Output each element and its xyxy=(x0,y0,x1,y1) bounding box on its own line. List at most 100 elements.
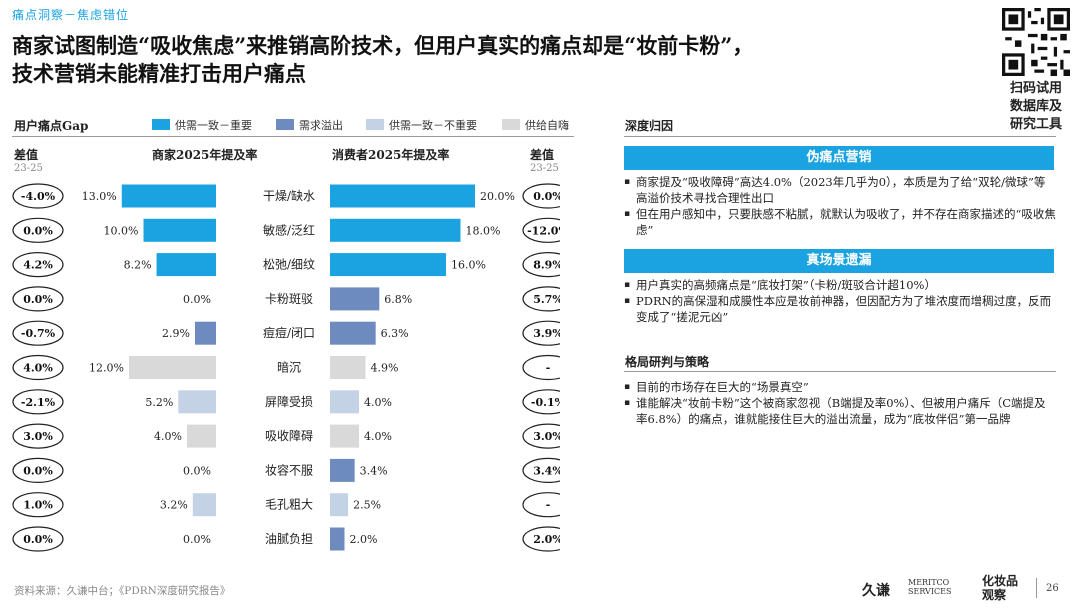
consumer-diff-ellipse xyxy=(522,320,560,346)
list-item: 谁能解决“妆前卡粉”这个被商家忽视（B端提及率0%）、但被用户痛斥（C端提及率6… xyxy=(624,395,1056,427)
list-item: PDRN的高保湿和成膜性本应是妆前神器，但因配方为了堆浓度而增稠过度，反而变成了… xyxy=(624,293,1056,325)
gap-section-label: 用户痛点Gap xyxy=(14,119,89,133)
qr-caption-line3: 研究工具 xyxy=(1009,117,1062,132)
merchant-diff-value: 0.0% xyxy=(23,224,53,237)
strategy-divider xyxy=(624,371,1056,372)
merchant-diff-ellipse xyxy=(12,286,64,312)
list-item: 商家提及“吸收障碍”高达4.0%（2023年几乎为0），本质是为了给“双轮/微球… xyxy=(624,174,1056,206)
footer-divider xyxy=(1036,578,1037,598)
banner-missed-scene: 真场景遗漏 xyxy=(624,249,1054,273)
section2-bullets: 用户真实的高频痛点是“底妆打架”（卡粉/斑驳合计超10%） PDRN的高保湿和成… xyxy=(624,277,1056,325)
category-label: 屏障受损 xyxy=(265,394,313,409)
consumer-diff-ellipse xyxy=(522,354,560,381)
consumer-bar xyxy=(330,321,376,345)
consumer-diff-ellipse xyxy=(522,252,560,278)
legend-swatch xyxy=(152,119,170,130)
merchant-bar xyxy=(194,321,216,345)
source-note: 资料来源：久谦中台；《PDRN深度研究报告》 xyxy=(14,585,231,597)
merchant-header: 商家2025年提及率 xyxy=(152,148,258,162)
consumer-bar xyxy=(330,493,349,517)
merchant-bar-label: 2.9% xyxy=(162,327,190,340)
consumer-bar xyxy=(330,218,461,242)
consumer-diff-value: - xyxy=(546,362,551,375)
merchant-diff-value: 0.0% xyxy=(23,533,53,546)
category-label: 松弛/细纹 xyxy=(263,258,315,272)
category-label: 吸收障碍 xyxy=(265,428,313,443)
legend-swatch xyxy=(366,119,384,130)
merchant-bar xyxy=(121,184,216,208)
consumer-bar-label: 18.0% xyxy=(466,224,501,237)
merchant-bar xyxy=(187,424,216,448)
consumer-diff-ellipse xyxy=(522,217,560,243)
left-divider xyxy=(12,136,574,137)
merchant-diff-value: -0.7% xyxy=(21,327,56,340)
legend-label: 需求溢出 xyxy=(299,119,343,132)
consumer-bar xyxy=(330,253,446,277)
category-label: 卡粉斑驳 xyxy=(265,292,313,306)
cosmetics-logo-line1: 化妆品 xyxy=(982,574,1019,588)
cosmetics-observer-logo: 化妆品 观察 xyxy=(982,574,1018,602)
consumer-diff-value: - xyxy=(546,499,551,512)
consumer-diff-subheader: 23-25 xyxy=(530,163,559,174)
consumer-diff-ellipse xyxy=(522,457,560,483)
merchant-bar-label: 13.0% xyxy=(82,190,117,203)
meritco-logo-line2: SERVICES xyxy=(908,587,952,596)
legend-item-supply-hype: 供给自嗨 xyxy=(502,117,569,133)
legend-item-overflow: 需求溢出 xyxy=(276,117,343,133)
legend-swatch xyxy=(276,119,294,130)
consumer-bar-label: 2.5% xyxy=(353,499,381,512)
consumer-header: 消费者2025年提及率 xyxy=(332,148,450,162)
list-item: 用户真实的高频痛点是“底妆打架”（卡粉/斑驳合计超10%） xyxy=(624,277,1056,293)
merchant-bar xyxy=(192,493,216,517)
category-label: 妆容不服 xyxy=(265,462,313,477)
merchant-diff-ellipse xyxy=(12,457,64,483)
merchant-bar-label: 0.0% xyxy=(183,293,211,306)
merchant-diff-value: -2.1% xyxy=(21,396,56,409)
section1-bullets: 商家提及“吸收障碍”高达4.0%（2023年几乎为0），本质是为了给“双轮/微球… xyxy=(624,174,1056,238)
legend-label: 供给自嗨 xyxy=(525,119,569,132)
merchant-diff-value: 0.0% xyxy=(23,464,53,477)
merchant-bar xyxy=(129,356,216,379)
section3-bullets: 目前的市场存在巨大的“场景真空” 谁能解决“妆前卡粉”这个被商家忽视（B端提及率… xyxy=(624,379,1056,427)
merchant-diff-ellipse xyxy=(12,251,64,278)
consumer-diff-ellipse xyxy=(522,389,560,415)
right-divider xyxy=(624,136,1056,137)
qr-caption: 扫码试用 数据库及 研究工具 xyxy=(998,80,1074,134)
strategy-section-label: 格局研判与策略 xyxy=(625,355,710,369)
merchant-diff-value: 1.0% xyxy=(23,499,53,512)
qr-code-icon[interactable] xyxy=(1002,8,1070,76)
consumer-diff-ellipse xyxy=(522,183,560,209)
consumer-bar xyxy=(330,184,475,208)
consumer-diff-value: 3.4% xyxy=(533,464,560,477)
qr-caption-line1: 扫码试用 xyxy=(1009,81,1062,96)
merchant-bar-label: 8.2% xyxy=(124,259,152,272)
consumer-bar xyxy=(330,424,359,448)
merchant-bar-label: 3.2% xyxy=(160,499,188,512)
merchant-bar-label: 12.0% xyxy=(89,362,124,375)
merchant-bar xyxy=(143,218,216,242)
qr-caption-line2: 数据库及 xyxy=(1009,99,1062,114)
consumer-diff-value: 0.0% xyxy=(533,190,560,203)
merchant-bar-label: 10.0% xyxy=(104,224,139,237)
merchant-diff-value: 4.2% xyxy=(23,259,53,272)
page-title-line1: 商家试图制造“吸收焦虑”来推销高阶技术，但用户真实的痛点却是“妆前卡粉”， xyxy=(12,33,754,58)
cosmetics-logo-line2: 观察 xyxy=(982,588,1007,602)
consumer-diff-value: 5.7% xyxy=(533,293,560,306)
meritco-logo-sub: MERITCO SERVICES xyxy=(908,578,951,596)
consumer-bar-label: 3.4% xyxy=(360,464,388,477)
consumer-diff-ellipse xyxy=(522,423,560,449)
consumer-diff-ellipse xyxy=(522,286,560,312)
merchant-diff-subheader: 23-25 xyxy=(14,163,43,174)
consumer-bar-label: 6.8% xyxy=(384,293,412,306)
merchant-diff-value: -4.0% xyxy=(21,190,56,203)
merchant-diff-ellipse xyxy=(12,423,64,449)
list-item: 但在用户感知中，只要肤感不粘腻，就默认为吸收了，并不存在商家描述的“吸收焦虑” xyxy=(624,206,1056,238)
banner-fake-pain-point: 伪痛点营销 xyxy=(624,146,1054,170)
merchant-bar-label: 0.0% xyxy=(183,533,211,546)
merchant-diff-value: 0.0% xyxy=(23,293,53,306)
pain-point-gap-chart: -4.0% 13.0% 干燥/缺水 20.0% 0.0%0.0% 10.0% 敏感/泛红 18… xyxy=(12,183,560,552)
page-number: 26 xyxy=(1046,583,1059,594)
category-label: 毛孔粗大 xyxy=(265,498,313,512)
merchant-bar xyxy=(156,253,216,277)
topic-label: 痛点洞察－焦虑错位 xyxy=(12,8,130,22)
